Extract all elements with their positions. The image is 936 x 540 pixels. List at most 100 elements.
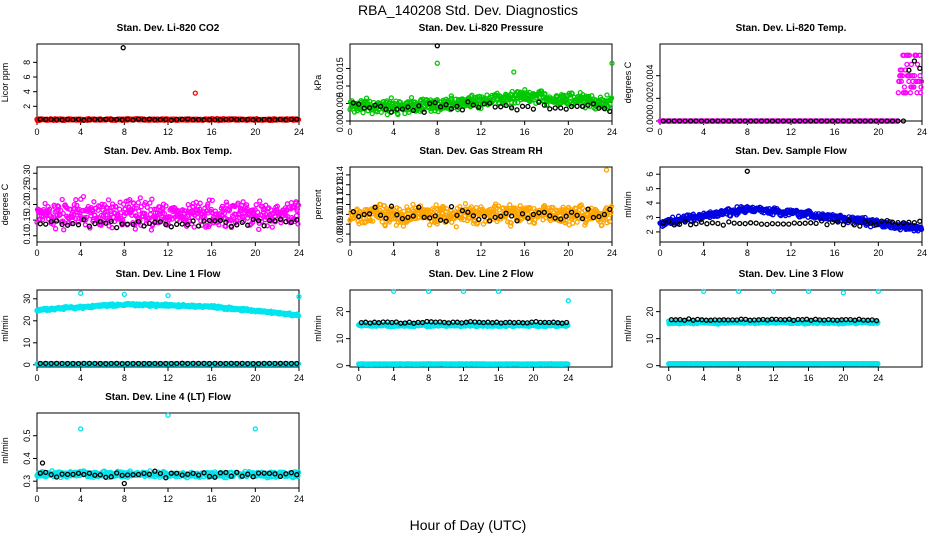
data-point [250, 207, 256, 213]
data-point [737, 220, 743, 227]
data-point [288, 116, 295, 123]
data-point [437, 217, 444, 223]
data-point [217, 117, 224, 123]
data-point [206, 360, 213, 367]
data-points [657, 168, 925, 234]
data-point [753, 118, 759, 124]
y-tick-label: 0.25 [22, 180, 32, 198]
data-point [190, 117, 196, 123]
x-tick-label: 24 [607, 248, 617, 258]
x-tick-label: 0 [356, 373, 361, 383]
data-point [909, 73, 916, 79]
data-point [476, 104, 482, 110]
data-point [808, 118, 814, 124]
data-point [568, 209, 575, 215]
data-point [797, 220, 803, 227]
data-point [519, 103, 526, 109]
data-point [60, 210, 66, 217]
data-point [74, 206, 80, 212]
data-point [119, 117, 125, 123]
data-point [498, 213, 504, 219]
data-point [195, 214, 201, 220]
data-point [114, 116, 120, 123]
data-point [174, 221, 180, 228]
data-point [563, 106, 569, 112]
data-point [149, 196, 155, 202]
y-axis-label: degrees C [623, 61, 633, 103]
x-tick-label: 16 [830, 248, 840, 258]
data-point [453, 96, 459, 102]
data-point [682, 219, 688, 225]
data-point [857, 223, 863, 229]
data-point [906, 67, 912, 73]
data-point [421, 214, 427, 220]
data-point [206, 217, 213, 224]
data-point [715, 118, 721, 124]
y-tick-label: 0.15 [22, 211, 32, 229]
data-point [607, 101, 613, 107]
data-point [37, 116, 43, 122]
data-point [48, 360, 54, 367]
data-point [911, 219, 918, 226]
data-points [356, 288, 571, 367]
data-point [698, 219, 705, 225]
data-point [410, 107, 416, 114]
data-point [462, 201, 469, 207]
x-tick-label: 8 [745, 127, 750, 137]
data-point [130, 360, 136, 367]
data-point [70, 116, 76, 123]
data-point [157, 116, 164, 123]
data-point [179, 221, 185, 227]
x-tick-label: 12 [163, 127, 173, 137]
data-point [277, 360, 284, 367]
data-point [666, 218, 672, 225]
data-point [434, 43, 440, 49]
data-point [427, 215, 433, 221]
data-point [601, 211, 608, 218]
data-point [742, 118, 748, 124]
data-points [34, 45, 302, 124]
data-point [223, 360, 229, 367]
data-point [818, 118, 825, 124]
data-point [693, 221, 699, 227]
y-tick-label: 6 [645, 172, 655, 177]
data-point [507, 202, 513, 208]
data-point [509, 100, 515, 106]
y-tick-label: 0.13 [335, 176, 345, 194]
y-tick-label: 3 [645, 215, 655, 220]
data-point [599, 222, 605, 228]
x-tick-label: 8 [122, 373, 127, 383]
data-point [388, 203, 395, 209]
data-point [459, 107, 466, 113]
data-point [250, 216, 256, 223]
data-point [514, 218, 520, 224]
x-tick-label: 24 [917, 127, 927, 137]
data-point [911, 58, 918, 64]
data-point [81, 217, 87, 223]
data-point [813, 220, 819, 227]
y-tick-label: 2 [22, 104, 32, 109]
data-point [234, 360, 240, 367]
data-point [228, 360, 234, 367]
data-point [687, 118, 694, 124]
data-point [59, 360, 65, 367]
data-point [494, 218, 500, 225]
data-point [406, 109, 412, 115]
data-point [906, 219, 912, 225]
y-tick-label: 8 [22, 60, 32, 65]
data-point [239, 219, 245, 226]
data-point [135, 218, 142, 225]
data-point [70, 360, 76, 367]
data-point [403, 219, 410, 225]
data-point [383, 215, 389, 221]
data-point [395, 111, 401, 118]
data-point [256, 226, 262, 233]
x-tick-label: 24 [917, 248, 927, 258]
data-point [544, 102, 550, 109]
data-point [443, 102, 449, 108]
data-point [911, 73, 918, 79]
data-point [568, 103, 575, 110]
data-point [239, 117, 245, 123]
data-point [818, 218, 825, 224]
